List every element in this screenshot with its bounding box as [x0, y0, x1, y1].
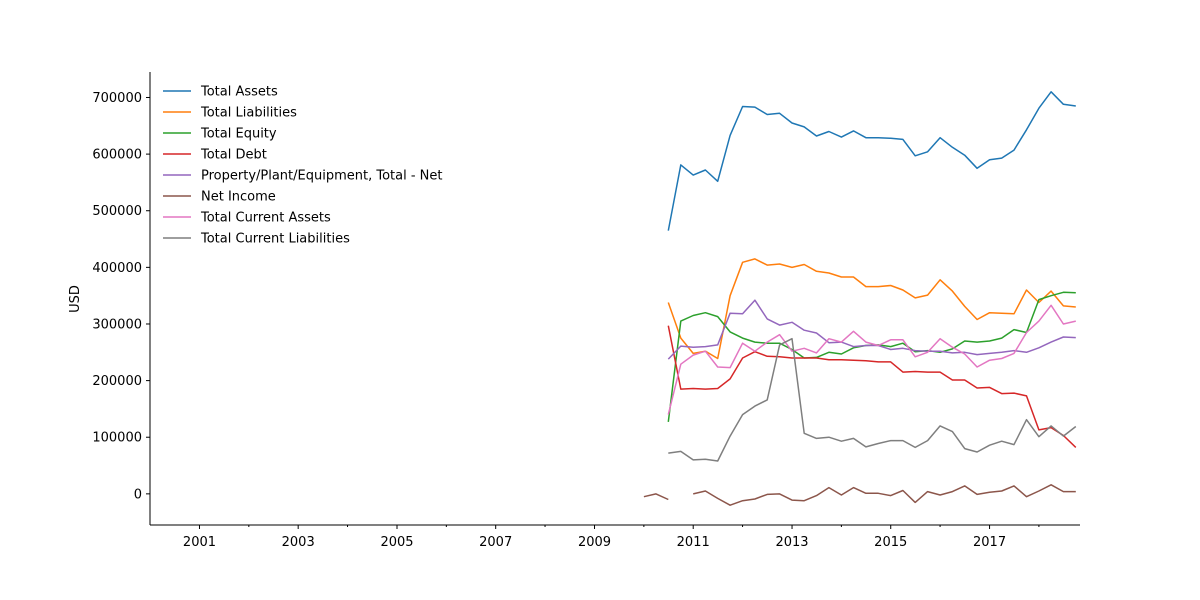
series-line-net-income-seg1 [693, 484, 1076, 506]
legend-label: Total Current Liabilities [200, 232, 350, 247]
y-tick-label: 300000 [92, 317, 142, 332]
legend-item: Total Equity [163, 127, 277, 142]
series-line-total-current-assets [667, 304, 1076, 415]
series-lines [643, 91, 1077, 506]
x-ticks: 2001 2003 2005 2007 2009 2011 2013 2015 2017 [183, 525, 1040, 550]
x-tick-label: 2003 [282, 535, 315, 550]
x-tick-label: 2011 [677, 535, 710, 550]
series-line-total-assets [667, 91, 1076, 231]
series-line-total-liabilities [667, 258, 1076, 360]
legend: Total Assets Total Liabilities Total Equit… [163, 85, 443, 247]
legend-label: Net Income [201, 190, 276, 205]
legend-label: Total Current Assets [200, 211, 331, 226]
x-tick-label: 2017 [973, 535, 1006, 550]
legend-item: Net Income [163, 190, 276, 205]
legend-label: Total Debt [200, 148, 267, 163]
legend-item: Total Liabilities [163, 106, 297, 121]
y-tick-label: 600000 [92, 148, 142, 163]
series-line-net-income-early [643, 493, 669, 501]
y-tick-label: 400000 [92, 261, 142, 276]
x-tick-label: 2009 [578, 535, 611, 550]
legend-label: Property/Plant/Equipment, Total - Net [201, 169, 443, 184]
series-line-total-debt [667, 325, 1077, 448]
y-tick-label: 100000 [92, 431, 142, 446]
y-tick-label: 700000 [92, 91, 142, 106]
x-tick-label: 2013 [775, 535, 808, 550]
series-line-property-plant-equipment-total-net [667, 299, 1076, 360]
y-tick-label: 200000 [92, 374, 142, 389]
series-line-total-current-liabilities [668, 337, 1077, 462]
axes [149, 72, 1080, 526]
y-axis-label: USD [68, 285, 83, 313]
legend-label: Total Assets [200, 85, 278, 100]
legend-item: Property/Plant/Equipment, Total - Net [163, 169, 443, 184]
legend-label: Total Equity [200, 127, 277, 142]
y-tick-label: 500000 [92, 204, 142, 219]
legend-item: Total Current Liabilities [163, 232, 350, 247]
legend-item: Total Current Assets [163, 211, 331, 226]
x-tick-label: 2007 [479, 535, 512, 550]
y-tick-label: 0 [134, 487, 142, 502]
y-ticks: 0 100000 200000 300000 400000 500000 600000 700… [92, 91, 150, 502]
x-tick-label: 2001 [183, 535, 216, 550]
legend-label: Total Liabilities [200, 106, 297, 121]
x-tick-label: 2005 [380, 535, 413, 550]
legend-item: Total Assets [163, 85, 278, 100]
x-tick-label: 2015 [874, 535, 907, 550]
legend-item: Total Debt [163, 148, 267, 163]
